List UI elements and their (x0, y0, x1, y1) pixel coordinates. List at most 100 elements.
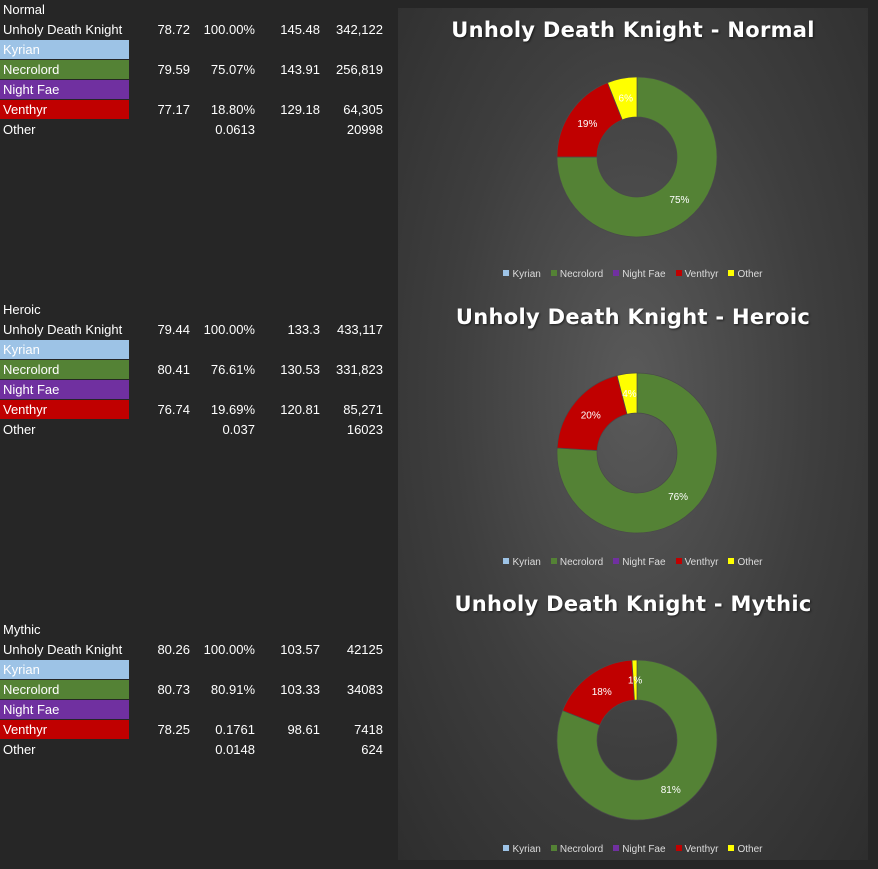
row-label[interactable]: Kyrian (0, 660, 129, 679)
table-row[interactable]: Night Fae (0, 700, 398, 720)
legend-item[interactable]: Other (728, 844, 763, 855)
chart-panel[interactable]: Unholy Death Knight - Heroic 76% 20% 4% Ky… (398, 295, 868, 582)
cell-value[interactable]: 78.72 (157, 22, 190, 37)
section-title[interactable]: Heroic (3, 302, 41, 317)
legend-item[interactable]: Venthyr (675, 844, 718, 855)
legend-item[interactable]: Kyrian (503, 557, 541, 568)
cell-value[interactable]: 624 (361, 742, 383, 757)
row-label[interactable]: Unholy Death Knight (3, 322, 123, 337)
row-label[interactable]: Other (3, 422, 36, 437)
cell-value[interactable]: 76.61% (210, 362, 255, 377)
row-label[interactable]: Unholy Death Knight (3, 22, 123, 37)
table-row[interactable]: Necrolord 79.59 75.07% 143.91 256,819 (0, 60, 398, 80)
table-row[interactable]: Unholy Death Knight 79.44 100.00% 133.3 433,… (0, 320, 398, 340)
cell-value[interactable]: 19.69% (210, 402, 255, 417)
row-label[interactable]: Venthyr (0, 100, 129, 119)
cell-value[interactable]: 34083 (346, 682, 383, 697)
legend-item[interactable]: Necrolord (550, 269, 603, 280)
cell-value[interactable]: 64,305 (343, 102, 383, 117)
cell-value[interactable]: 103.57 (280, 642, 320, 657)
legend-item[interactable]: Kyrian (503, 269, 541, 280)
table-row[interactable]: Night Fae (0, 80, 398, 100)
cell-value[interactable]: 103.33 (280, 682, 320, 697)
cell-value[interactable]: 0.1761 (215, 722, 255, 737)
cell-value[interactable]: 145.48 (280, 22, 320, 37)
section-title[interactable]: Normal (3, 2, 45, 17)
table-row[interactable]: Venthyr 77.17 18.80% 129.18 64,305 (0, 100, 398, 120)
legend-item[interactable]: Night Fae (613, 557, 666, 568)
row-label[interactable]: Night Fae (0, 700, 129, 719)
row-label[interactable]: Other (3, 122, 36, 137)
cell-value[interactable]: 100.00% (203, 642, 255, 657)
table-row[interactable]: Other 0.0148 624 (0, 740, 398, 760)
cell-value[interactable]: 130.53 (280, 362, 320, 377)
row-label[interactable]: Unholy Death Knight (3, 642, 123, 657)
cell-value[interactable]: 79.59 (157, 62, 190, 77)
row-label[interactable]: Night Fae (0, 380, 129, 399)
cell-value[interactable]: 0.0148 (215, 742, 255, 757)
table-row[interactable]: Unholy Death Knight 78.72 100.00% 145.48 342… (0, 20, 398, 40)
row-label[interactable]: Venthyr (0, 400, 129, 419)
donut-slice-other[interactable] (607, 76, 638, 121)
cell-value[interactable]: 98.61 (287, 722, 320, 737)
cell-value[interactable]: 256,819 (336, 62, 383, 77)
cell-value[interactable]: 133.3 (287, 322, 320, 337)
cell-value[interactable]: 342,122 (336, 22, 383, 37)
legend-item[interactable]: Venthyr (675, 269, 718, 280)
cell-value[interactable]: 0.037 (222, 422, 255, 437)
table-row[interactable]: Kyrian (0, 660, 398, 680)
table-row[interactable]: Necrolord 80.41 76.61% 130.53 331,823 (0, 360, 398, 380)
cell-value[interactable]: 433,117 (336, 322, 383, 337)
cell-value[interactable]: 42125 (346, 642, 383, 657)
table-row[interactable]: Night Fae (0, 380, 398, 400)
cell-value[interactable]: 331,823 (336, 362, 383, 377)
cell-value[interactable]: 120.81 (280, 402, 320, 417)
legend-item[interactable]: Venthyr (675, 557, 718, 568)
table-row[interactable]: Necrolord 80.73 80.91% 103.33 34083 (0, 680, 398, 700)
cell-value[interactable]: 75.07% (210, 62, 255, 77)
donut-slice-necrolord[interactable] (556, 76, 718, 238)
cell-value[interactable]: 85,271 (343, 402, 383, 417)
chart-area[interactable]: Unholy Death Knight - Normal 75% 19% 6% Ky… (398, 8, 868, 860)
legend-item[interactable]: Necrolord (550, 844, 603, 855)
cell-value[interactable]: 20998 (346, 122, 383, 137)
chart-panel[interactable]: Unholy Death Knight - Mythic 81% 18% 1% Ky… (398, 582, 868, 869)
table-row[interactable]: Other 0.0613 20998 (0, 120, 398, 140)
legend-item[interactable]: Other (728, 557, 763, 568)
donut-slice-necrolord[interactable] (556, 372, 718, 534)
table-row[interactable]: Venthyr 78.25 0.1761 98.61 7418 (0, 720, 398, 740)
cell-value[interactable]: 80.91% (210, 682, 255, 697)
cell-value[interactable]: 129.18 (280, 102, 320, 117)
cell-value[interactable]: 7418 (354, 722, 383, 737)
row-label[interactable]: Night Fae (0, 80, 129, 99)
cell-value[interactable]: 100.00% (203, 322, 255, 337)
chart-panel[interactable]: Unholy Death Knight - Normal 75% 19% 6% Ky… (398, 8, 868, 295)
cell-value[interactable]: 143.91 (280, 62, 320, 77)
row-label[interactable]: Necrolord (0, 680, 129, 699)
cell-value[interactable]: 80.41 (157, 362, 190, 377)
cell-value[interactable]: 18.80% (210, 102, 255, 117)
cell-value[interactable]: 100.00% (203, 22, 255, 37)
row-label[interactable]: Kyrian (0, 340, 129, 359)
table-row[interactable]: Other 0.037 16023 (0, 420, 398, 440)
table-row[interactable]: Kyrian (0, 340, 398, 360)
cell-value[interactable]: 80.26 (157, 642, 190, 657)
legend-item[interactable]: Other (728, 269, 763, 280)
row-label[interactable]: Other (3, 742, 36, 757)
section-title[interactable]: Mythic (3, 622, 41, 637)
table-row[interactable]: Kyrian (0, 40, 398, 60)
table-row[interactable]: Venthyr 76.74 19.69% 120.81 85,271 (0, 400, 398, 420)
donut-slice-other[interactable] (616, 372, 638, 415)
legend-item[interactable]: Night Fae (613, 844, 666, 855)
cell-value[interactable]: 78.25 (157, 722, 190, 737)
cell-value[interactable]: 79.44 (157, 322, 190, 337)
donut-slice-necrolord[interactable] (556, 659, 718, 821)
legend-item[interactable]: Night Fae (613, 269, 666, 280)
cell-value[interactable]: 16023 (346, 422, 383, 437)
row-label[interactable]: Necrolord (0, 360, 129, 379)
legend-item[interactable]: Necrolord (550, 557, 603, 568)
table-row[interactable]: Unholy Death Knight 80.26 100.00% 103.57 421… (0, 640, 398, 660)
cell-value[interactable]: 77.17 (157, 102, 190, 117)
row-label[interactable]: Venthyr (0, 720, 129, 739)
cell-value[interactable]: 76.74 (157, 402, 190, 417)
